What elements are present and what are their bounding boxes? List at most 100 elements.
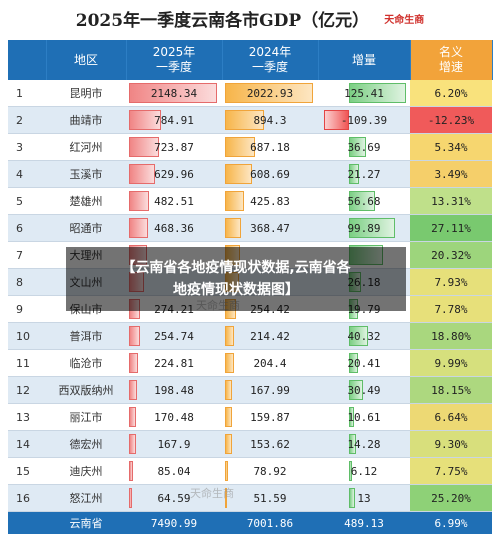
- row-rank: 2: [8, 106, 46, 134]
- row-gdp-2024-value: 204.4: [253, 356, 287, 370]
- row-increase-value: 14.28: [347, 437, 381, 451]
- header-region-label: 地区: [73, 52, 98, 67]
- total-increase: 489.13: [318, 511, 410, 534]
- row-gdp-2024-value: 368.47: [250, 221, 290, 235]
- row-gdp-2024-value: 425.83: [250, 194, 290, 208]
- row-growth: 18.80%: [410, 322, 492, 350]
- row-gdp-2024-bar: [225, 110, 265, 130]
- row-rank: 15: [8, 457, 46, 485]
- row-city: 普洱市: [46, 322, 126, 350]
- row-increase: 21.27: [318, 160, 410, 188]
- row-gdp-2025-value: 224.81: [154, 356, 194, 370]
- row-rank: 6: [8, 214, 46, 242]
- row-rank: 10: [8, 322, 46, 350]
- row-gdp-2025-value: 468.36: [154, 221, 194, 235]
- row-gdp-2025: 629.96: [126, 160, 222, 188]
- row-increase-bar: [349, 218, 395, 238]
- row-gdp-2025-bar: [129, 380, 138, 400]
- row-gdp-2025-value: 482.51: [154, 194, 194, 208]
- row-gdp-2025: 723.87: [126, 133, 222, 161]
- row-city: 德宏州: [46, 430, 126, 458]
- row-increase-value: 99.89: [347, 221, 381, 235]
- row-gdp-2024-bar: [225, 191, 244, 211]
- table-row: 12 西双版纳州 198.48 167.99 30.49 18.15%: [8, 376, 492, 404]
- row-increase-bar: [349, 326, 368, 346]
- title-text: 2025年一季度云南各市GDP（亿元）: [75, 11, 370, 31]
- row-gdp-2025-value: 2148.34: [150, 86, 198, 100]
- row-increase: 6.12: [318, 457, 410, 485]
- row-gdp-2025-bar: [129, 407, 136, 427]
- row-gdp-2025-bar: [129, 326, 140, 346]
- row-gdp-2024: 159.87: [222, 403, 318, 431]
- row-increase-bar: [349, 434, 356, 454]
- row-increase-value: 10.61: [347, 410, 381, 424]
- row-increase-value: 20.41: [347, 356, 381, 370]
- row-gdp-2024-bar: [225, 434, 232, 454]
- row-increase: 56.68: [318, 187, 410, 215]
- row-growth: 7.93%: [410, 268, 492, 296]
- row-increase: 125.41: [318, 80, 410, 107]
- row-city: 玉溪市: [46, 160, 126, 188]
- watermark-bottom: 天命生商: [190, 487, 234, 500]
- row-city: 怒江州: [46, 484, 126, 512]
- table-row: 14 德宏州 167.9 153.62 14.28 9.30%: [8, 430, 492, 458]
- header-2025: 2025年 一季度: [126, 40, 223, 80]
- row-rank: 16: [8, 484, 46, 512]
- header-growth-label: 名义 增速: [438, 45, 463, 74]
- row-increase-value: 125.41: [344, 86, 384, 100]
- row-gdp-2024-value: 78.92: [253, 464, 287, 478]
- row-increase: 10.61: [318, 403, 410, 431]
- row-growth: 25.20%: [410, 484, 492, 512]
- row-city: 丽江市: [46, 403, 126, 431]
- row-growth: 9.30%: [410, 430, 492, 458]
- row-rank: 3: [8, 133, 46, 161]
- row-gdp-2025-bar: [129, 137, 159, 157]
- row-rank: 13: [8, 403, 46, 431]
- row-gdp-2025-bar: [129, 191, 149, 211]
- row-city: 昭通市: [46, 214, 126, 242]
- row-gdp-2024: 425.83: [222, 187, 318, 215]
- header-2024-label: 2024年 一季度: [248, 45, 292, 74]
- caption-line-2: 地疫情现状数据图】: [173, 282, 299, 298]
- row-increase-value: 6.12: [350, 464, 378, 478]
- row-gdp-2025-bar: [129, 164, 155, 184]
- row-rank: 12: [8, 376, 46, 404]
- table-row: 2 曲靖市 784.91 894.3 -109.39 -12.23%: [8, 106, 492, 134]
- row-gdp-2024-value: 608.69: [250, 167, 290, 181]
- row-increase: 13: [318, 484, 410, 512]
- row-gdp-2024-value: 687.18: [250, 140, 290, 154]
- row-rank: 7: [8, 241, 46, 269]
- row-increase-bar: [349, 137, 366, 157]
- row-gdp-2024-bar: [225, 461, 229, 481]
- row-gdp-2024-value: 894.3: [253, 113, 287, 127]
- row-gdp-2025: 64.59: [126, 484, 222, 512]
- row-gdp-2025: 254.74: [126, 322, 222, 350]
- row-gdp-2024-value: 159.87: [250, 410, 290, 424]
- row-gdp-2025: 198.48: [126, 376, 222, 404]
- row-city: 西双版纳州: [46, 376, 126, 404]
- row-growth: 7.78%: [410, 295, 492, 323]
- row-increase: 30.49: [318, 376, 410, 404]
- row-increase: 14.28: [318, 430, 410, 458]
- row-gdp-2024: 894.3: [222, 106, 318, 134]
- row-gdp-2025: 468.36: [126, 214, 222, 242]
- row-growth: 6.20%: [410, 80, 492, 107]
- header-increase: 增量: [318, 40, 411, 80]
- row-increase-bar: [349, 488, 355, 508]
- row-gdp-2025-value: 198.48: [154, 383, 194, 397]
- row-gdp-2024: 78.92: [222, 457, 318, 485]
- table-row: 15 迪庆州 85.04 78.92 6.12 7.75%: [8, 457, 492, 485]
- row-gdp-2025-value: 85.04: [157, 464, 191, 478]
- chart-title: 2025年一季度云南各市GDP（亿元） 天命生商: [0, 6, 500, 38]
- row-gdp-2024-bar: [225, 83, 314, 103]
- total-city: 云南省: [46, 511, 126, 534]
- row-increase: -109.39: [318, 106, 410, 134]
- row-increase-bar: [349, 407, 354, 427]
- total-growth: 6.99%: [410, 511, 492, 534]
- row-gdp-2024: 368.47: [222, 214, 318, 242]
- row-gdp-2025-bar: [129, 218, 149, 238]
- row-gdp-2025: 2148.34: [126, 80, 222, 107]
- row-gdp-2025-bar: [129, 110, 162, 130]
- row-gdp-2024-bar: [225, 353, 234, 373]
- row-rank: 1: [8, 80, 46, 107]
